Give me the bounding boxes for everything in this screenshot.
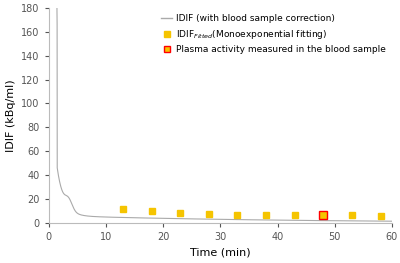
Legend: IDIF (with blood sample correction), IDIF$_{Fitted}$(Monoexponential fitting), P: IDIF (with blood sample correction), IDI… [160,12,388,56]
Y-axis label: IDIF (kBq/ml): IDIF (kBq/ml) [6,79,16,152]
X-axis label: Time (min): Time (min) [190,247,251,257]
